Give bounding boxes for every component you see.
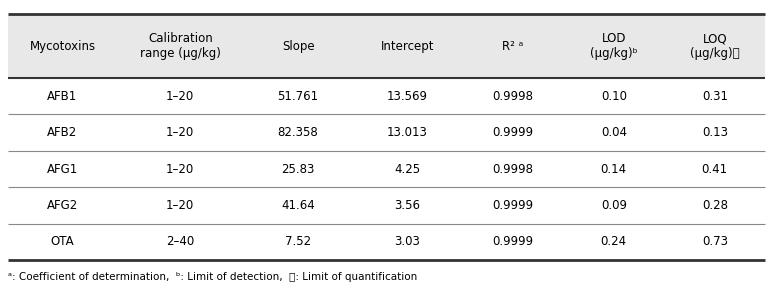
Text: 0.28: 0.28	[702, 199, 727, 212]
Text: 1–20: 1–20	[166, 199, 194, 212]
Text: AFB2: AFB2	[47, 126, 77, 139]
Text: AFB1: AFB1	[47, 90, 77, 103]
Text: 0.73: 0.73	[702, 236, 727, 248]
Text: 13.569: 13.569	[387, 90, 428, 103]
Text: 0.24: 0.24	[601, 236, 627, 248]
Text: 3.56: 3.56	[394, 199, 421, 212]
Text: LOD
(μg/kg)ᵇ: LOD (μg/kg)ᵇ	[590, 32, 638, 60]
Text: 0.9998: 0.9998	[492, 163, 533, 175]
Text: R² ᵃ: R² ᵃ	[502, 40, 523, 53]
Text: Calibration
range (μg/kg): Calibration range (μg/kg)	[140, 32, 221, 60]
Text: 1–20: 1–20	[166, 163, 194, 175]
Text: Intercept: Intercept	[381, 40, 434, 53]
Text: 0.14: 0.14	[601, 163, 627, 175]
Text: Slope: Slope	[282, 40, 315, 53]
Text: 0.09: 0.09	[601, 199, 627, 212]
Text: 3.03: 3.03	[394, 236, 421, 248]
Text: 25.83: 25.83	[281, 163, 315, 175]
Text: 0.9999: 0.9999	[492, 236, 533, 248]
Text: 41.64: 41.64	[281, 199, 315, 212]
Text: AFG2: AFG2	[47, 199, 78, 212]
Text: OTA: OTA	[50, 236, 74, 248]
Text: 0.04: 0.04	[601, 126, 627, 139]
Bar	[8, 14, 765, 78]
Text: 82.358: 82.358	[278, 126, 318, 139]
Text: 0.9999: 0.9999	[492, 126, 533, 139]
Text: 0.13: 0.13	[702, 126, 727, 139]
Text: 7.52: 7.52	[285, 236, 312, 248]
Text: 13.013: 13.013	[387, 126, 428, 139]
Text: 0.41: 0.41	[702, 163, 728, 175]
Text: AFG1: AFG1	[47, 163, 78, 175]
Text: 0.10: 0.10	[601, 90, 627, 103]
Text: 4.25: 4.25	[394, 163, 421, 175]
Text: ᵃ: Coefficient of determination,  ᵇ: Limit of detection,  ၣ: Limit of quantifica: ᵃ: Coefficient of determination, ᵇ: Limi…	[8, 272, 417, 282]
Text: 2–40: 2–40	[166, 236, 194, 248]
Text: 0.9999: 0.9999	[492, 199, 533, 212]
Text: 0.31: 0.31	[702, 90, 727, 103]
Text: 51.761: 51.761	[278, 90, 318, 103]
Text: 0.9998: 0.9998	[492, 90, 533, 103]
Text: Mycotoxins: Mycotoxins	[29, 40, 96, 53]
Text: LOQ
(μg/kg)ၣ: LOQ (μg/kg)ၣ	[690, 32, 740, 60]
Text: 1–20: 1–20	[166, 126, 194, 139]
Text: 1–20: 1–20	[166, 90, 194, 103]
